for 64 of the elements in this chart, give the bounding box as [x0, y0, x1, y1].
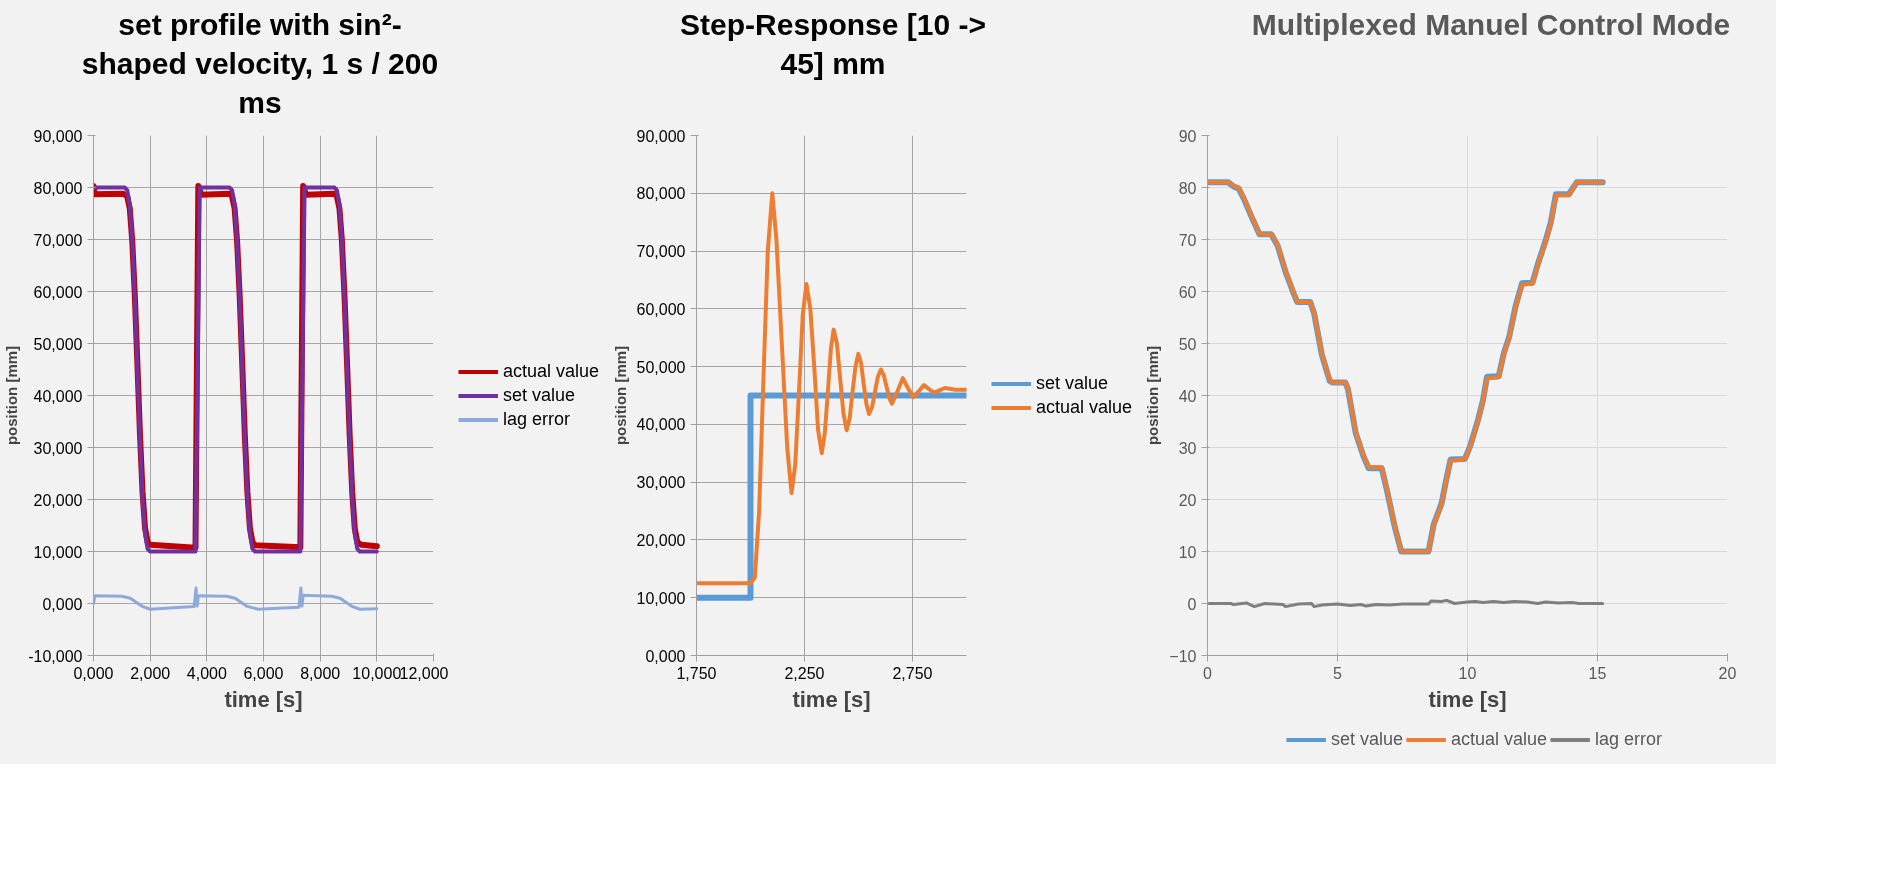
y-tick-label: 70,000 [33, 231, 83, 249]
y-tick-label: 10,000 [636, 589, 686, 607]
x-tick-label: 1,750 [676, 664, 717, 682]
x-tick-label: 10,000 [352, 664, 402, 682]
x-tick-label: 6,000 [243, 664, 284, 682]
y-tick-label: 20,000 [636, 531, 686, 549]
chart-title: Step-Response [10 -> 45] mm [679, 7, 987, 82]
y-tick-label: 30,000 [636, 474, 686, 492]
y-tick-label: 70 [1178, 231, 1197, 249]
legend-label: lag error [503, 408, 571, 430]
x-tick-label: 0,000 [73, 664, 114, 682]
y-axis-title: position [mm] [3, 345, 21, 446]
y-axis-title: position [mm] [611, 345, 629, 446]
x-tick-label: 2,000 [130, 664, 171, 682]
y-tick-label: 80,000 [33, 179, 83, 197]
x-tick-label: 15 [1588, 664, 1607, 682]
y-tick-label: 10 [1178, 543, 1197, 561]
y-tick-label: 50,000 [33, 335, 83, 353]
y-tick-label: 70,000 [636, 243, 686, 261]
x-tick-label: 5 [1333, 664, 1343, 682]
legend-label: actual value [503, 360, 600, 382]
y-tick-label: 40,000 [636, 416, 686, 434]
y-tick-label: 30 [1178, 439, 1197, 457]
y-tick-label: 0 [1187, 595, 1197, 613]
y-tick-label: 0,000 [42, 595, 83, 613]
y-tick-label: 40 [1178, 387, 1197, 405]
y-tick-label: 90,000 [636, 127, 686, 145]
y-tick-label: 30,000 [33, 439, 83, 457]
x-axis-title: time [s] [792, 686, 871, 712]
legend-label: lag error [1595, 728, 1663, 750]
x-tick-label: 10 [1458, 664, 1477, 682]
y-tick-label: 0,000 [645, 647, 686, 665]
y-tick-label: 40,000 [33, 387, 83, 405]
y-tick-label: 80 [1178, 179, 1197, 197]
y-tick-label: 10,000 [33, 543, 83, 561]
x-tick-label: 4,000 [186, 664, 227, 682]
x-tick-label: 2,750 [892, 664, 933, 682]
y-tick-label: 80,000 [636, 185, 686, 203]
y-tick-label: 60 [1178, 283, 1197, 301]
legend-label: set value [1330, 728, 1403, 750]
x-tick-label: 20 [1718, 664, 1737, 682]
chart-title: set profile with sin²-shaped velocity, 1 s / 200 ms [80, 7, 440, 121]
y-tick-label: −10 [1169, 647, 1197, 665]
legend-label: actual value [1036, 396, 1133, 418]
y-axis-title: position [mm] [1144, 345, 1162, 446]
y-tick-label: 60,000 [636, 300, 686, 318]
chart-title: Multiplexed Manuel Control Mode [1251, 7, 1731, 43]
x-axis-title: time [s] [1428, 686, 1507, 712]
x-tick-label: 8,000 [300, 664, 341, 682]
x-tick-label: 0 [1203, 664, 1213, 682]
legend-label: set value [503, 384, 576, 406]
y-tick-label: 60,000 [33, 283, 83, 301]
x-axis-title: time [s] [224, 686, 303, 712]
legend-label: set value [1036, 372, 1109, 394]
y-tick-label: 20,000 [33, 491, 83, 509]
y-tick-label: 50 [1178, 335, 1197, 353]
x-tick-label: 12,000 [399, 664, 449, 682]
x-tick-label: 2,250 [784, 664, 825, 682]
y-tick-label: 90 [1178, 127, 1197, 145]
y-tick-label: -10,000 [28, 647, 83, 665]
y-tick-label: 20 [1178, 491, 1197, 509]
y-tick-label: 50,000 [636, 358, 686, 376]
y-tick-label: 90,000 [33, 127, 83, 145]
legend-label: actual value [1450, 728, 1548, 750]
